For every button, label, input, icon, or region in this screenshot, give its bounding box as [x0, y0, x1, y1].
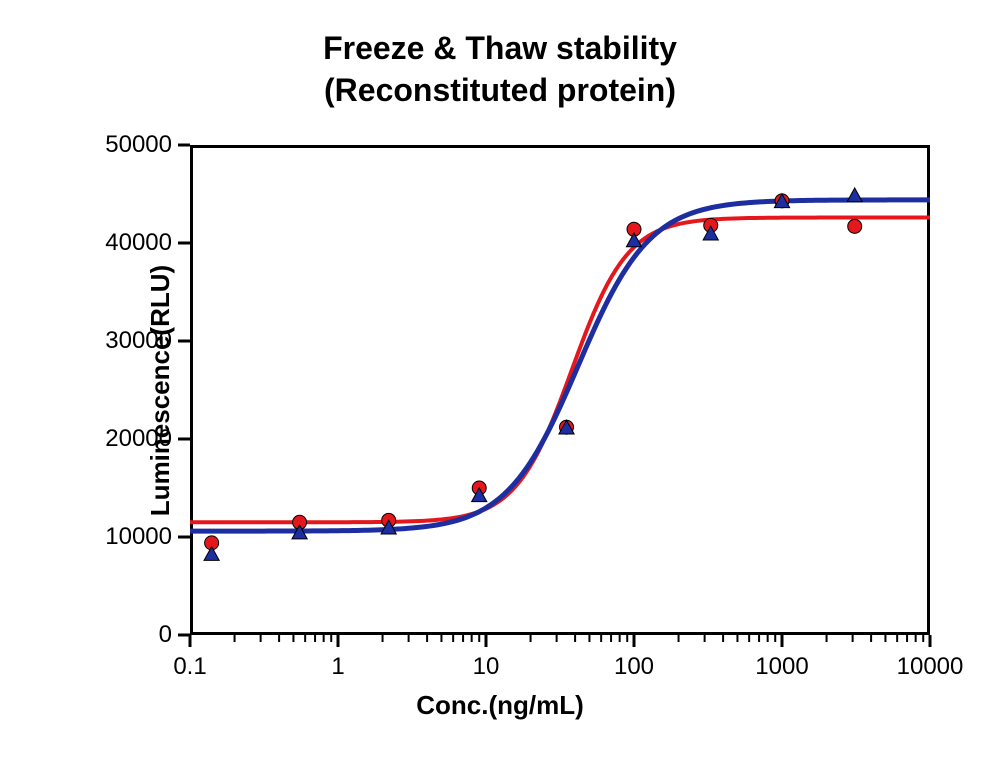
chart-title-line2: (Reconstituted protein): [0, 72, 1000, 109]
y-tick-label: 20000: [105, 425, 172, 453]
y-tick-label: 30000: [105, 327, 172, 355]
chart-title-line1: Freeze & Thaw stability: [0, 30, 1000, 67]
y-tick-label: 40000: [105, 229, 172, 257]
x-axis-label: Conc.(ng/mL): [0, 690, 1000, 721]
chart-container: Freeze & Thaw stability (Reconstituted p…: [0, 0, 1000, 781]
x-tick-label: 10000: [897, 653, 964, 681]
x-tick-label: 1: [331, 653, 344, 681]
x-tick-label: 0.1: [173, 653, 206, 681]
x-tick-label: 1000: [755, 653, 808, 681]
y-tick-label: 10000: [105, 523, 172, 551]
y-tick-label: 0: [159, 621, 172, 649]
y-axis-label: Luminescence(RLU): [145, 265, 176, 516]
plot-border: [190, 145, 930, 635]
x-tick-label: 10: [473, 653, 500, 681]
y-tick-label: 50000: [105, 131, 172, 159]
x-tick-label: 100: [614, 653, 654, 681]
